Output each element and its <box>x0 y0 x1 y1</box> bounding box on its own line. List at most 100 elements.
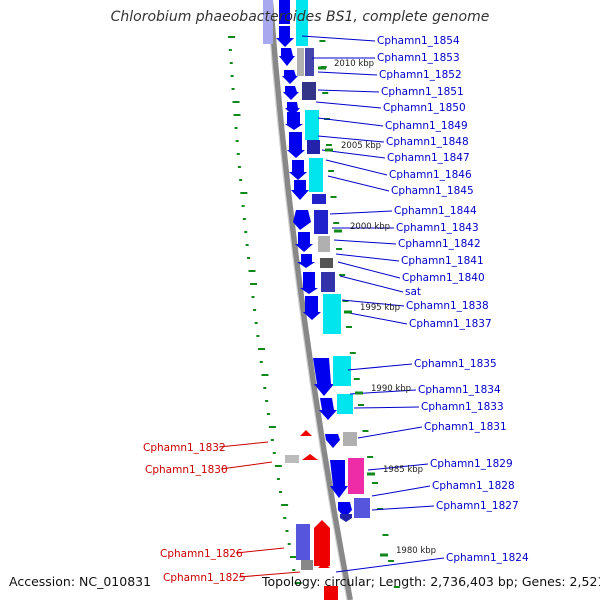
gene-forward-light <box>354 498 370 518</box>
gc-dot <box>294 582 302 584</box>
gene-forward-arrow <box>289 160 307 180</box>
tick-label: 2005 kbp <box>341 141 381 151</box>
gene-forward-arrow <box>282 70 298 84</box>
gene-label-forward: Cphamn1_1848 <box>386 136 469 148</box>
gene-forward <box>312 194 326 204</box>
label-leader-line <box>235 547 285 554</box>
label-leader-line <box>353 406 420 409</box>
gc-dot <box>362 430 369 432</box>
gene-forward-dark <box>307 140 320 154</box>
gc-dot <box>253 309 257 311</box>
label-leader-line <box>238 571 301 578</box>
gc-dot <box>241 205 245 207</box>
gene-grey <box>318 236 330 252</box>
gene-forward-arrow <box>279 48 295 66</box>
gene-forward-arrow <box>276 26 294 47</box>
label-leader-line <box>343 311 408 325</box>
gc-dot <box>328 170 335 172</box>
page-title: Chlorobium phaeobacteroides BS1, complet… <box>110 9 490 25</box>
gc-dot <box>256 335 260 337</box>
gc-dot <box>242 218 246 220</box>
gene-reverse-arrow <box>302 454 318 460</box>
gc-dots-layer <box>228 36 400 588</box>
gene-label-forward: Cphamn1_1845 <box>391 185 474 197</box>
gene-label-forward: Cphamn1_1842 <box>398 238 481 250</box>
gc-dot <box>228 36 236 38</box>
gc-dot <box>251 296 255 298</box>
gc-dot <box>287 543 291 545</box>
label-leader-line <box>317 71 378 76</box>
gc-dot <box>272 452 276 454</box>
gene-label-reverse: Cphamn1_1830 <box>145 464 228 476</box>
gene-forward-arrow <box>300 272 318 294</box>
gene-grey-dark <box>320 258 333 268</box>
gene-forward-cyan <box>333 356 351 386</box>
gene-label-forward: Cphamn1_1844 <box>394 205 477 217</box>
gc-dot <box>229 62 233 64</box>
gc-dot <box>261 374 269 376</box>
tick-label: 1985 kbp <box>383 465 423 475</box>
gene-forward-cyan <box>337 394 353 414</box>
gc-dot <box>283 517 287 519</box>
gene-forward-cyan <box>296 0 308 46</box>
gene-forward-arrow <box>285 102 300 116</box>
gene-label-forward: sat <box>405 286 421 298</box>
gene-reverse-arrow <box>300 430 312 436</box>
gc-dot <box>258 348 266 350</box>
gc-dot <box>237 166 241 168</box>
gene-label-reverse: Cphamn1_1826 <box>160 548 243 560</box>
label-leader-line <box>335 557 445 573</box>
label-leader-line <box>301 35 376 42</box>
label-leader-line <box>367 463 429 471</box>
label-leader-line <box>220 461 273 470</box>
gene-forward-dark <box>302 82 316 100</box>
label-leader-line <box>341 299 405 307</box>
label-leader-line <box>335 253 400 262</box>
label-leader-line <box>325 159 388 176</box>
label-leader-line <box>315 101 382 109</box>
gc-dot <box>353 378 360 380</box>
label-leader-line <box>317 117 384 127</box>
gene-label-forward: Cphamn1_1846 <box>389 169 472 181</box>
gene-forward-arrow <box>295 232 313 252</box>
gene-label-forward: Cphamn1_1850 <box>383 102 466 114</box>
forward-genes-layer <box>263 0 370 570</box>
gene-label-forward: Cphamn1_1843 <box>396 222 479 234</box>
gc-dot <box>322 92 329 94</box>
gc-dot <box>388 560 395 562</box>
gene-grey-dark <box>301 560 313 570</box>
label-leader-line <box>347 363 413 371</box>
gc-dot <box>372 482 379 484</box>
gc-dot <box>232 101 240 103</box>
gene-label-forward: Cphamn1_1849 <box>385 120 468 132</box>
tick-label: 1980 kbp <box>396 546 436 556</box>
label-leader-line <box>317 89 380 93</box>
label-leader-line <box>339 275 404 293</box>
gc-dot <box>367 456 374 458</box>
gene-forward-arrow <box>340 514 352 522</box>
gc-dot <box>248 270 256 272</box>
gc-dot <box>235 140 239 142</box>
gc-dot <box>290 556 298 558</box>
gc-dot <box>346 326 353 328</box>
gene-label-reverse: Cphamn1_1825 <box>163 572 246 584</box>
gene-label-forward: Cphamn1_1847 <box>387 152 470 164</box>
gene-forward-dark <box>305 48 314 76</box>
gene-label-forward: Cphamn1_1828 <box>432 480 515 492</box>
gene-label-forward: Cphamn1_1827 <box>436 500 519 512</box>
gene-label-forward: Cphamn1_1829 <box>430 458 513 470</box>
gene-label-forward: Cphamn1_1854 <box>377 35 460 47</box>
gc-dot <box>281 504 289 506</box>
gene-label-forward: Cphamn1_1851 <box>381 86 464 98</box>
gc-dot <box>349 352 356 354</box>
label-leader-line <box>333 239 397 245</box>
topology-text: Topology: circular; Length: 2,736,403 bp… <box>262 574 600 589</box>
gene-forward-arrow <box>313 358 334 396</box>
tick-label: 1990 kbp <box>371 384 411 394</box>
tick-label: 2000 kbp <box>350 222 390 232</box>
gc-dot <box>240 192 248 194</box>
gene-reverse-arrow <box>318 562 330 568</box>
gc-dot <box>231 88 235 90</box>
genome-backbone-highlight <box>266 0 348 600</box>
